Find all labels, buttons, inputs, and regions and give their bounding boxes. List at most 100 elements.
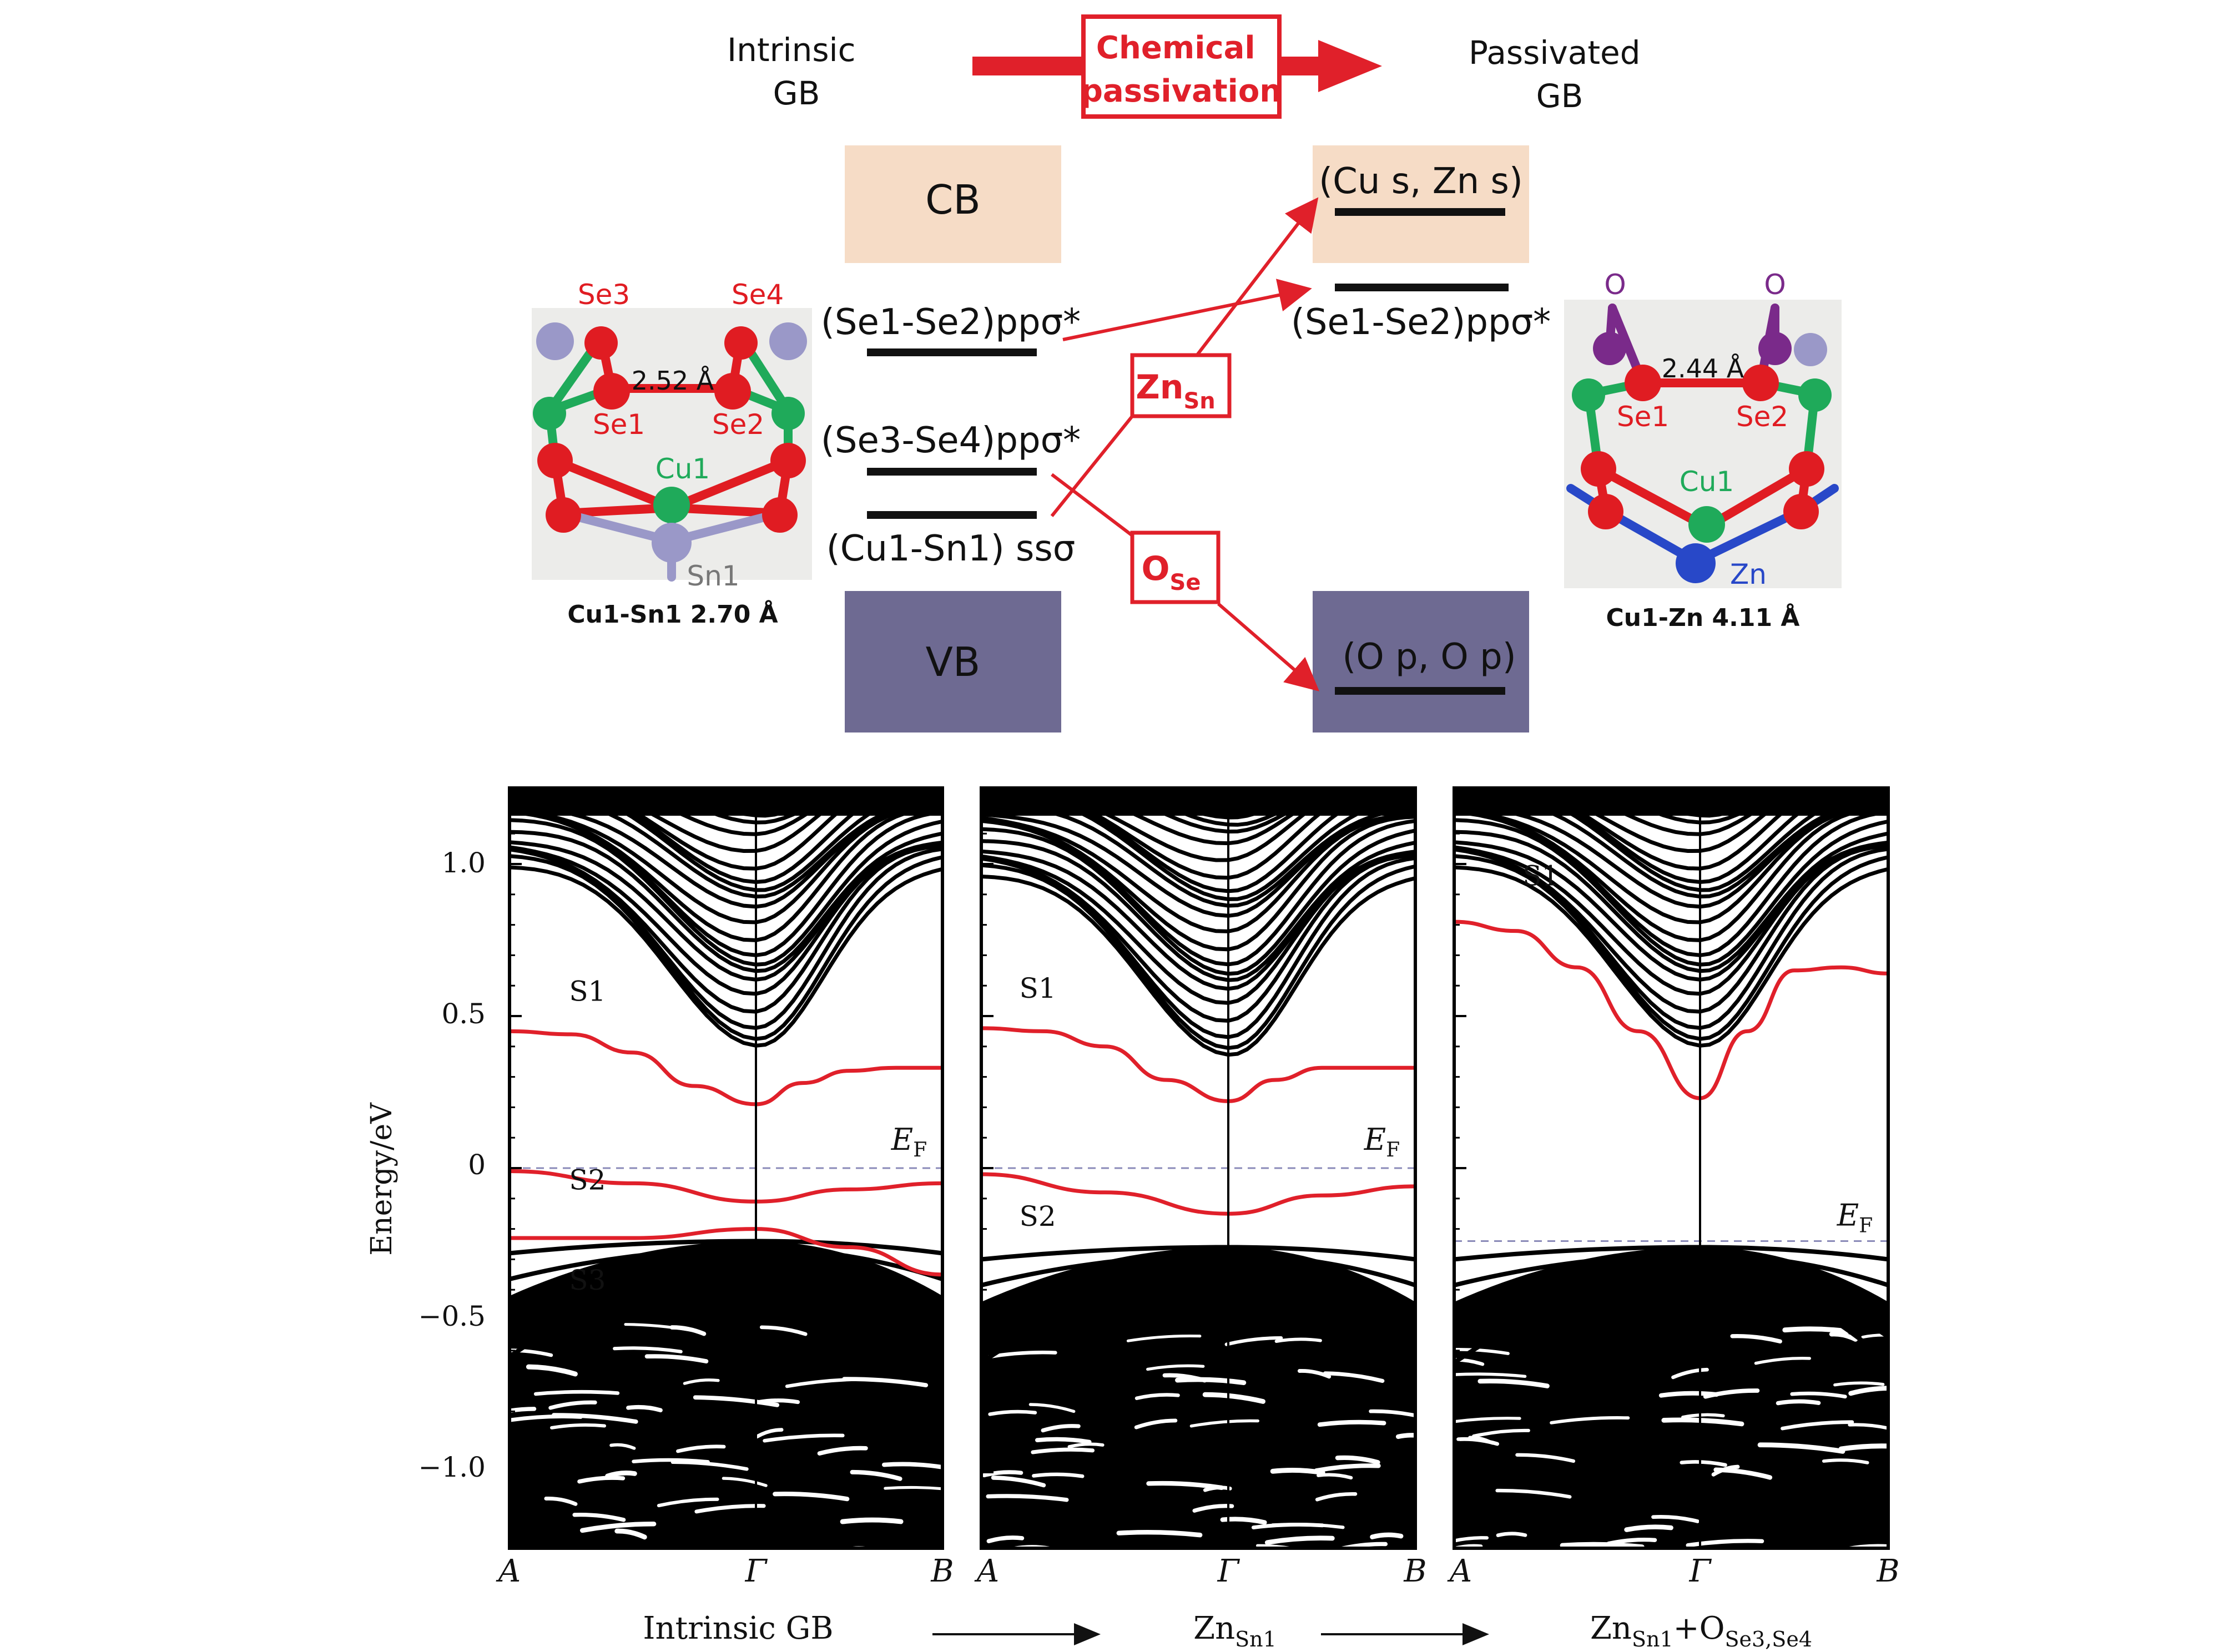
band-gap-stroke [1121, 1568, 1167, 1572]
level-cu-s-zn-s: (Cu s, Zn s) [1319, 161, 1523, 202]
band-gap-stroke [1274, 1337, 1322, 1343]
cb-band-right [1313, 145, 1529, 263]
kpoint-b-3: B [1876, 1553, 1899, 1589]
band-gap-stroke [1292, 1567, 1330, 1570]
band-gap-stroke [817, 1446, 868, 1456]
band-gap-stroke [1202, 1392, 1266, 1404]
band-gap-stroke [1468, 1436, 1494, 1445]
band-gap-stroke [1733, 1581, 1789, 1588]
band-gap-stroke [1703, 1388, 1760, 1399]
surface-state-s2 [509, 1169, 943, 1204]
band-gap-stroke [1625, 1599, 1690, 1600]
arrow-o-to-vb [1217, 602, 1320, 691]
band-gap-stroke [1472, 1428, 1530, 1438]
band-gap-stroke [1224, 1336, 1283, 1346]
band-gap-stroke [1323, 1371, 1385, 1383]
band-gap-stroke [987, 1350, 1057, 1359]
flow-zn-sn1-o: ZnSn1+OSe3,Se4 [1590, 1610, 1812, 1651]
band-gap-stroke [632, 1458, 710, 1464]
atom-zn: Zn [1730, 558, 1767, 590]
band-gap-stroke [1550, 1416, 1630, 1424]
surface-state-s1 [981, 1026, 1415, 1103]
band-gap-stroke [1496, 1532, 1527, 1537]
band-gap-stroke [1141, 1560, 1168, 1562]
band-gap-stroke [1740, 1588, 1776, 1590]
ytick-0: 0 [468, 1149, 486, 1181]
band-gap-stroke [1671, 1367, 1709, 1380]
kpoint-b-2: B [1403, 1553, 1426, 1589]
band-gap-stroke [1833, 1381, 1885, 1387]
band-gap-stroke [577, 1476, 626, 1484]
fermi-label: EF [1364, 1122, 1400, 1161]
band-gap-stroke [842, 1377, 929, 1388]
band-gap-stroke [544, 1496, 578, 1506]
band-gap-stroke [1730, 1333, 1782, 1344]
label-s2: S2 [1020, 1200, 1056, 1232]
band-gap-stroke [881, 1462, 942, 1469]
y-tick-labels: 1.0 0.5 0 −0.5 −1.0 [418, 847, 486, 1483]
band-gap-stroke [1495, 1488, 1572, 1499]
band-gap-stroke [850, 1469, 902, 1481]
level-se3-se4: (Se3-Se4)ppσ* [821, 420, 1081, 461]
band-gap-stroke [638, 1569, 703, 1575]
band-gap-stroke [546, 1588, 592, 1593]
level-se1-se2-right: (Se1-Se2)ppσ* [1291, 302, 1551, 343]
band-gap-stroke [657, 1595, 722, 1598]
band-gap-stroke [755, 1428, 784, 1439]
zn-sn-label: ZnSn [1136, 368, 1216, 414]
band-gap-stroke [609, 1443, 636, 1450]
band-gap-stroke [1270, 1522, 1345, 1529]
band-gap-stroke [1776, 1399, 1821, 1406]
band-gap-stroke [974, 1596, 1037, 1604]
band-gap-stroke [608, 1566, 663, 1569]
chemical-passivation-arrow: Chemical passivation [972, 14, 1382, 119]
bulk-bands [1454, 788, 1919, 1600]
band-gap-stroke [1757, 1442, 1845, 1454]
band-gap-stroke [620, 1573, 683, 1575]
band-gap-stroke [1562, 1580, 1644, 1588]
band-gap-stroke [1146, 1481, 1224, 1491]
band-gap-stroke [526, 1364, 578, 1377]
level-se1-se2-left: (Se1-Se2)ppσ* [821, 302, 1081, 343]
label-s2: S2 [569, 1164, 606, 1196]
caption-cu1-zn: Cu1-Zn 4.11 Å [1606, 603, 1800, 632]
band-gap-stroke [1477, 1378, 1550, 1388]
band-gap-stroke [605, 1471, 637, 1479]
arrow-se-se-shift [1062, 279, 1312, 341]
band-gap-stroke [1790, 1391, 1847, 1399]
band-gap-stroke [1781, 1420, 1854, 1431]
fermi-label: EF [891, 1122, 927, 1161]
band-gap-stroke [676, 1444, 726, 1453]
band-gap-stroke [1840, 1592, 1919, 1596]
band-gap-stroke [763, 1433, 845, 1443]
band-gap-stroke [1560, 1542, 1645, 1548]
band-gap-stroke [1680, 1460, 1727, 1467]
band-gap-stroke [1067, 1442, 1105, 1448]
band-gap-stroke [1028, 1403, 1076, 1413]
band-gap-stroke [613, 1346, 683, 1353]
flow-intrinsic-gb: Intrinsic GB [643, 1610, 833, 1646]
flow-zn-sn1: ZnSn1 [1193, 1610, 1277, 1651]
band-gap-stroke [510, 1348, 553, 1357]
band-gap-stroke [1454, 1372, 1527, 1378]
band-gap-stroke [601, 1599, 679, 1602]
band-gap-stroke [1146, 1364, 1205, 1371]
band-gap-stroke [1116, 1530, 1203, 1538]
band-gap-stroke [1803, 1594, 1882, 1597]
band-gap-stroke [1829, 1331, 1858, 1342]
band-gap-stroke [1861, 1333, 1888, 1339]
band-gap-stroke [614, 1528, 647, 1540]
ytick-1.0: 1.0 [441, 847, 486, 879]
band-gap-stroke [888, 1584, 915, 1587]
panel-zn-sn1-o-se: S1 EF [1453, 786, 1919, 1600]
band-gap-stroke [843, 1600, 895, 1605]
band-gap-stroke [1651, 1514, 1700, 1523]
kpoint-a-2: A [974, 1553, 999, 1589]
y-axis-label: Energy/eV [365, 1102, 399, 1256]
band-gap-stroke [1711, 1464, 1740, 1477]
band-gap-stroke [1454, 1536, 1489, 1543]
band-gap-stroke [1317, 1419, 1386, 1427]
band-gap-stroke [572, 1512, 626, 1522]
level-cu1-sn1: (Cu1-Sn1) ssσ [826, 528, 1076, 569]
